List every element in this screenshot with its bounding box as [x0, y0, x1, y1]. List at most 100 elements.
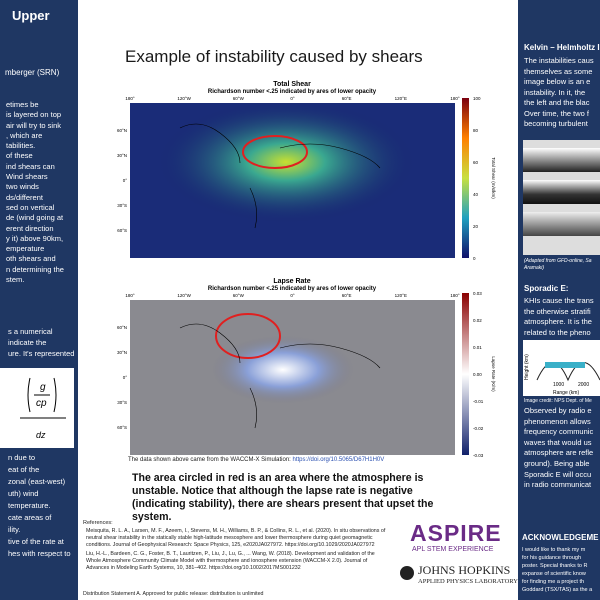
- text-line: atmosphere are refle: [524, 448, 594, 458]
- text-line: the otherwise stratifi: [524, 306, 591, 316]
- text-line: stem.: [6, 275, 25, 285]
- colorbar-tick: 20: [473, 224, 479, 229]
- lat-label: 0°: [123, 375, 128, 380]
- colorbar-tick: 0.03: [473, 291, 482, 296]
- text-line: ind shears can: [6, 161, 55, 171]
- lon-label: 0°: [290, 96, 295, 101]
- text-line: Goddard (TSX/TAS) as the a: [522, 587, 593, 593]
- formula-bottom: dz: [36, 430, 46, 440]
- map-subtitle: Richardson number <.25 indicated by ares…: [208, 286, 377, 292]
- text-line: tive of the rate at: [8, 537, 64, 546]
- text-line: ility.: [8, 525, 21, 534]
- text-line: air will try to sink: [6, 120, 62, 130]
- lon-label: 180°: [450, 96, 460, 101]
- text-line: hes with respect to: [8, 549, 71, 558]
- lon-label: 60°E: [342, 293, 352, 298]
- text-block: I would like to thank my m for his guidan…: [522, 546, 592, 594]
- colorbar-tick: 80: [473, 128, 479, 133]
- lon-label: 60°E: [342, 96, 352, 101]
- map-image: [130, 300, 455, 455]
- lat-label: 30°S: [117, 203, 127, 208]
- lon-label: 180°: [125, 293, 135, 298]
- text-line: for his guidance through: [522, 555, 582, 561]
- map-image: [130, 103, 455, 258]
- logo-icon: [400, 566, 414, 580]
- logo: ASPIRE: [410, 520, 502, 546]
- lat-label: 60°S: [117, 425, 127, 430]
- references: Meisquita, R. L. A., Larsen, M. F., Azee…: [86, 528, 386, 572]
- logo-tagline: APL STEM EXPERIENCE: [412, 546, 494, 553]
- text-line: temperature.: [8, 501, 51, 510]
- lat-label: 60°N: [117, 128, 127, 133]
- right-column: Kelvin – Helmholtz I The instabilities c…: [518, 0, 600, 600]
- text-line: two winds: [6, 182, 39, 192]
- credit: Image credit: NPS Dept. of Me: [524, 398, 592, 404]
- formula-numerator: g: [40, 382, 46, 393]
- text-line: de (wind going at: [6, 213, 64, 223]
- heading: Kelvin – Helmholtz I: [524, 43, 600, 52]
- text-line: Aramaki): [524, 264, 545, 271]
- references-heading: References:: [83, 520, 113, 526]
- lon-label: 120°W: [177, 293, 191, 298]
- lat-label: 30°N: [117, 350, 127, 355]
- text-block: KHIs cause the trans the otherwise strati…: [524, 296, 594, 338]
- lat-label: 0°: [123, 178, 128, 183]
- text-line: becoming turbulent: [524, 119, 588, 128]
- colorbar-tick: -0.01: [473, 399, 484, 404]
- text-line: n determining the: [6, 264, 64, 274]
- text-line: ure. It's represented: [8, 349, 75, 358]
- text-line: poster. Special thanks to R: [522, 563, 588, 569]
- text-line: n due to: [8, 453, 36, 462]
- lat-label: 30°N: [117, 153, 127, 158]
- text-block: etimes be is layered on top air will try t…: [6, 100, 64, 285]
- lat-label: 30°S: [117, 400, 127, 405]
- text-line: tabilities.: [6, 141, 36, 151]
- text-line: KHIs cause the trans: [524, 296, 594, 305]
- text-line: the left and the blac: [524, 98, 590, 107]
- text-line: eat of the: [8, 465, 40, 474]
- caption-text: The data shown above came from the WACCM…: [128, 457, 293, 463]
- colorbar-tick: 60: [473, 160, 479, 165]
- colorbar-tick: 0.00: [473, 372, 482, 377]
- caption: The data shown above came from the WACCM…: [128, 457, 384, 463]
- colorbar-tick: 0.01: [473, 345, 482, 350]
- text-line: Sporadic E will occu: [524, 469, 592, 479]
- map-subtitle: Richardson number <.25 indicated by ares…: [208, 89, 377, 95]
- text-line: zonal (east-west): [8, 477, 66, 486]
- formula: g cp dz: [0, 368, 74, 448]
- colorbar-label: Total Shear (m/s/km): [491, 157, 496, 199]
- reference: Meisquita, R. L. A., Larsen, M. F., Azee…: [86, 528, 386, 548]
- colorbar-label: Lapse Rate (K/m): [491, 356, 496, 392]
- text-line: y it) above 90km,: [6, 233, 64, 243]
- plot-image: Height (km) 1000 2000 Range (km): [523, 340, 600, 396]
- text-line: related to the pheno: [524, 327, 591, 337]
- heading: ACKNOWLEDGEME: [522, 533, 599, 542]
- lon-label: 180°: [125, 96, 135, 101]
- lon-label: 0°: [290, 293, 295, 298]
- text-line: Wind shears: [6, 172, 48, 182]
- formula-denominator: cp: [36, 398, 47, 409]
- reference: Liu, H.-L., Bardeen, C. G., Foster, B. T…: [86, 551, 375, 571]
- text-line: indicate the: [8, 338, 47, 347]
- text-line: s a numerical: [8, 327, 53, 336]
- distribution: Distribution Statement A. Approved for p…: [83, 591, 264, 597]
- text-line: image below is an e: [524, 77, 591, 86]
- text-line: of these: [6, 151, 33, 161]
- map-title: Lapse Rate: [273, 278, 310, 285]
- text-line: erent direction: [6, 223, 54, 233]
- link[interactable]: https://doi.org/10.5065/D67H1H0V: [292, 457, 385, 463]
- colorbar-tick: 100: [473, 96, 481, 101]
- colorbar-tick: -0.03: [473, 453, 484, 458]
- text-line: The instabilities caus: [524, 56, 594, 65]
- text-line: , which are: [6, 130, 43, 140]
- text-line: cate areas of: [8, 513, 52, 522]
- text-line: (Adapted from GFD-online, Sa: [524, 258, 592, 264]
- text-line: for finding me a project th: [522, 579, 585, 585]
- tick-label: 1000: [553, 382, 564, 388]
- text-line: uth) wind: [8, 489, 39, 498]
- conclusion: The area circled in red is an area where…: [132, 472, 434, 523]
- axis-label: Range (km): [553, 390, 579, 396]
- axis-label: Height (km): [524, 354, 530, 380]
- text-line: instability. In it, the: [524, 87, 586, 97]
- text-line: expanse of scientific know: [522, 571, 586, 577]
